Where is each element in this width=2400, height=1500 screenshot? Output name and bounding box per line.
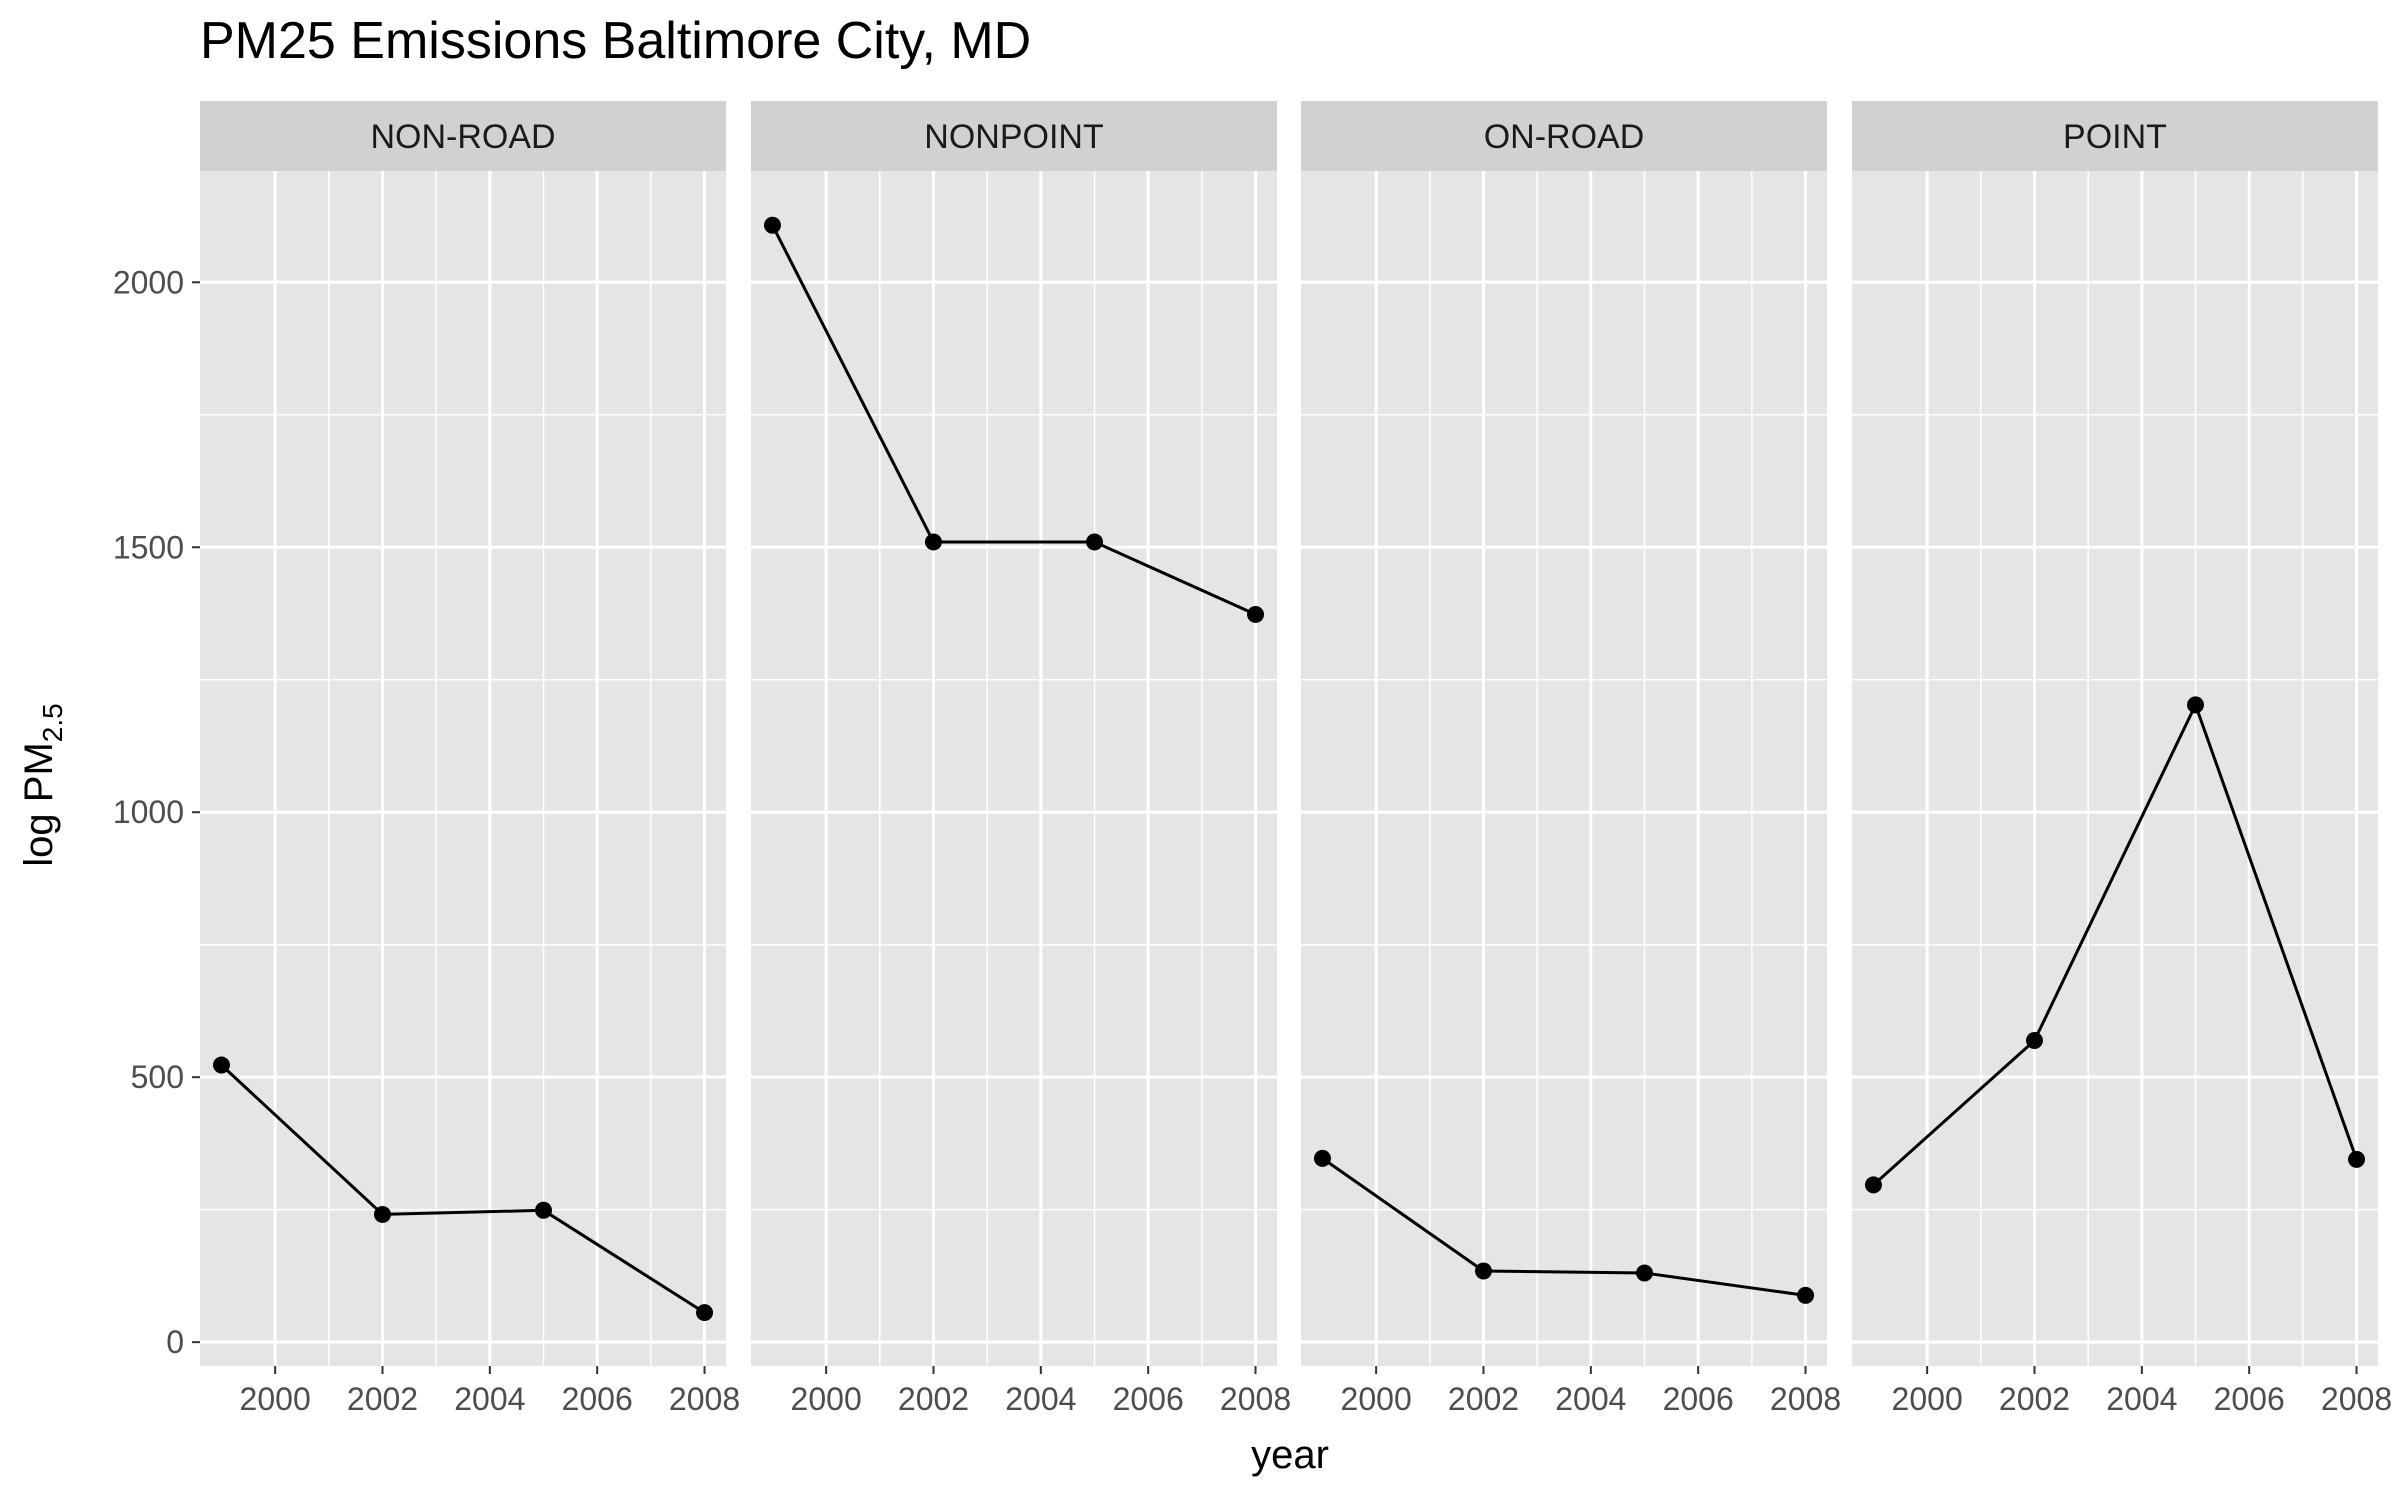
x-tick-label: 2008 <box>669 1381 740 1417</box>
x-tick-label: 2008 <box>2321 1381 2392 1417</box>
data-point <box>535 1201 553 1219</box>
series-line-point <box>1872 700 2358 1187</box>
data-point <box>373 1205 391 1223</box>
panel-background <box>751 171 1277 1366</box>
panel-background <box>1301 171 1827 1366</box>
x-tick-label: 2006 <box>562 1381 633 1417</box>
x-tick-label: 2002 <box>898 1381 969 1417</box>
facet-panel-non-road: NON-ROAD 2000 2002 2004 2006 2008 <box>200 101 740 1417</box>
x-tick-label: 2006 <box>1663 1381 1734 1417</box>
facet-panel-on-road: ON-ROAD 2000 2002 2004 2006 2008 <box>1301 101 1841 1417</box>
data-point <box>2025 1031 2043 1049</box>
x-tick-label: 2008 <box>1770 1381 1841 1417</box>
facet-panels: NON-ROAD 2000 2002 2004 2006 2008 NONPOINT 2000… <box>200 101 2392 1417</box>
series-line-non-road <box>220 1064 706 1314</box>
x-tick-label: 2006 <box>1113 1381 1184 1417</box>
x-tick-label: 2004 <box>1005 1381 1076 1417</box>
data-point <box>2187 696 2205 714</box>
x-tick-label: 2000 <box>1892 1381 1963 1417</box>
facet-strip-on-road <box>1301 101 1827 171</box>
panel-background <box>200 171 726 1366</box>
y-tick-label: 1000 <box>113 794 184 830</box>
x-tick-label: 2006 <box>2214 1381 2285 1417</box>
x-tick-label: 2002 <box>1999 1381 2070 1417</box>
panel-background <box>1852 171 2378 1366</box>
facet-strip-label: NONPOINT <box>924 118 1103 156</box>
y-axis-title-subscript: 2.5 <box>37 703 68 742</box>
x-tick-label: 2002 <box>1448 1381 1519 1417</box>
y-axis-title: log PM2.5 <box>17 703 68 866</box>
facet-strip-point <box>1852 101 2378 171</box>
chart-title: PM25 Emissions Baltimore City, MD <box>200 12 1031 70</box>
x-tick-label: 2002 <box>347 1381 418 1417</box>
data-point <box>1313 1149 1331 1167</box>
data-point <box>924 533 942 551</box>
y-axis-title-main: log PM <box>17 742 61 867</box>
facet-strip-label: ON-ROAD <box>1484 118 1645 156</box>
data-point <box>1864 1176 1882 1194</box>
facet-strip-nonpoint <box>751 101 1277 171</box>
data-point <box>696 1304 714 1322</box>
facet-strip-label: POINT <box>2063 118 2167 156</box>
y-axis: 0 500 1000 1500 2000 <box>113 264 200 1360</box>
data-point <box>1636 1264 1654 1282</box>
data-point <box>763 216 781 234</box>
y-tick-label: 2000 <box>113 264 184 300</box>
y-tick-label: 0 <box>166 1324 184 1360</box>
data-point <box>1247 605 1265 623</box>
facet-strip-non-road <box>200 101 726 171</box>
x-tick-label: 2004 <box>1555 1381 1626 1417</box>
facet-panel-nonpoint: NONPOINT 2000 2002 2004 2006 2008 <box>751 101 1291 1417</box>
x-tick-label: 2008 <box>1220 1381 1291 1417</box>
data-point <box>212 1056 230 1074</box>
facet-strip-label: NON-ROAD <box>370 118 555 156</box>
series-line-nonpoint <box>771 224 1257 616</box>
x-tick-label: 2000 <box>791 1381 862 1417</box>
x-tick-label: 2000 <box>1341 1381 1412 1417</box>
x-tick-label: 2004 <box>2106 1381 2177 1417</box>
x-tick-label: 2000 <box>240 1381 311 1417</box>
data-point <box>1474 1262 1492 1280</box>
x-tick-label: 2004 <box>454 1381 525 1417</box>
data-point <box>2348 1150 2366 1168</box>
data-point <box>1086 533 1104 551</box>
y-tick-label: 1500 <box>113 529 184 565</box>
x-axis-title: year <box>1251 1433 1329 1477</box>
series-line-on-road <box>1321 1157 1806 1297</box>
facet-panel-point: POINT 2000 2002 2004 2006 2008 <box>1852 101 2392 1417</box>
data-point <box>1797 1286 1815 1304</box>
y-tick-label: 500 <box>131 1059 184 1095</box>
